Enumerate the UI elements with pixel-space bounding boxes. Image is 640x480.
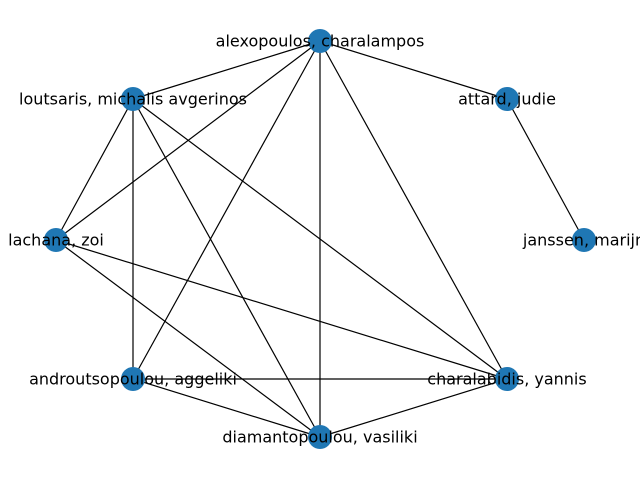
node-lachana xyxy=(44,228,68,252)
edge-alexopoulos-loutsaris xyxy=(132,40,321,100)
edge-lachana-diamantopoulou xyxy=(55,239,321,438)
node-alexopoulos xyxy=(308,29,332,53)
node-janssen xyxy=(572,228,596,252)
node-label-diamantopoulou: diamantopoulou, vasiliki xyxy=(222,428,417,447)
node-label-lachana: lachana, zoi xyxy=(8,231,104,250)
edge-alexopoulos-attard xyxy=(319,40,508,100)
node-charalabidis xyxy=(495,367,519,391)
labels-layer: alexopoulos, charalampos attard, judie jan… xyxy=(8,32,640,447)
node-label-attard: attard, judie xyxy=(458,90,556,109)
nodes-layer xyxy=(44,29,596,449)
node-loutsaris xyxy=(121,87,145,111)
edge-loutsaris-lachana xyxy=(55,98,134,241)
node-label-alexopoulos: alexopoulos, charalampos xyxy=(216,32,425,51)
edge-loutsaris-charalabidis xyxy=(132,98,508,380)
edges-layer xyxy=(55,40,585,438)
edge-alexopoulos-charalabidis xyxy=(319,40,508,380)
node-diamantopoulou xyxy=(308,425,332,449)
node-androutsopoulou xyxy=(121,367,145,391)
edge-loutsaris-diamantopoulou xyxy=(132,98,321,438)
edge-alexopoulos-androutsopoulou xyxy=(132,40,321,380)
node-label-janssen: janssen, marijn xyxy=(522,231,640,250)
edge-androutsopoulou-diamantopoulou xyxy=(132,378,321,438)
node-label-charalabidis: charalabidis, yannis xyxy=(427,370,586,389)
node-label-loutsaris: loutsaris, michalis avgerinos xyxy=(19,90,247,109)
node-attard xyxy=(495,87,519,111)
edge-attard-janssen xyxy=(506,98,585,241)
edge-diamantopoulou-charalabidis xyxy=(319,378,508,438)
node-label-androutsopoulou: androutsopoulou, aggeliki xyxy=(29,370,237,389)
edge-lachana-charalabidis xyxy=(55,239,508,380)
